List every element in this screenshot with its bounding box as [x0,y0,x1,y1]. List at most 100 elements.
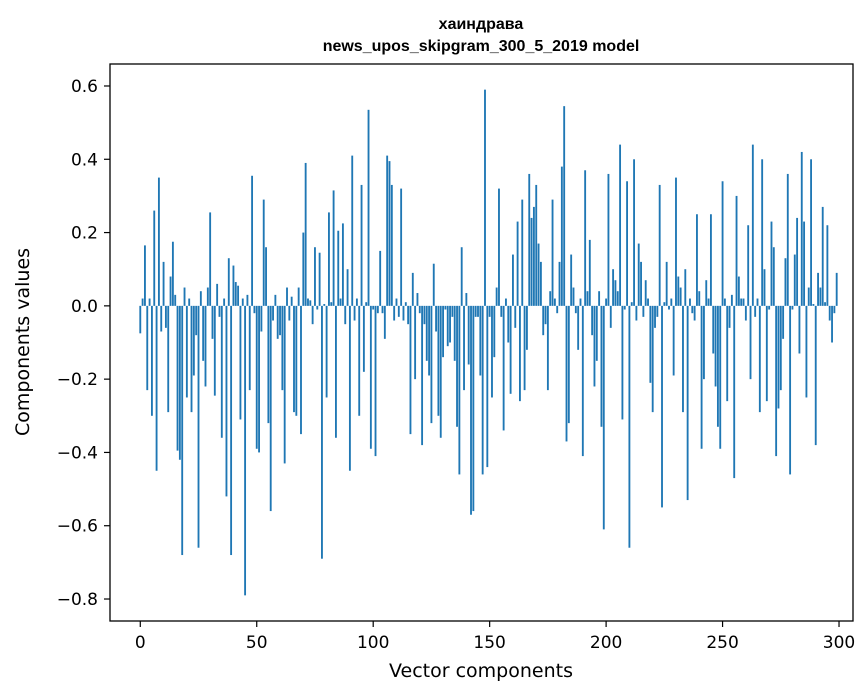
bar-189 [579,298,582,306]
bar-153 [495,287,498,306]
bar-191 [584,170,587,306]
bar-107 [388,161,391,306]
bar-270 [768,305,771,310]
bar-298 [833,305,836,314]
bar-264 [754,305,757,317]
bar-series [139,89,838,596]
bar-217 [644,280,647,306]
bar-202 [609,305,612,328]
bar-157 [505,298,507,306]
bar-214 [637,243,640,306]
bar-2 [144,245,146,306]
bar-254 [730,294,733,306]
bar-115 [407,305,410,325]
bar-271 [770,221,773,306]
bar-288 [810,159,812,306]
x-tick-label: 250 [706,633,738,653]
bar-94 [358,305,361,416]
bar-260 [744,305,747,321]
bar-224 [661,305,663,508]
bar-246 [712,305,715,354]
chart-title-line2: news_upos_skipgram_300_5_2019 model [323,38,640,55]
bar-12 [167,305,170,413]
bar-203 [612,269,615,306]
bar-243 [705,280,708,306]
bar-210 [628,305,631,548]
bar-121 [421,305,424,446]
bar-140 [465,293,468,306]
bar-296 [828,305,831,321]
bar-182 [563,106,566,306]
bar-18 [181,305,184,556]
bar-7 [155,305,158,471]
bar-223 [658,184,661,306]
bar-113 [402,305,405,321]
bar-262 [749,305,752,380]
bar-199 [602,305,605,530]
bar-241 [700,305,703,449]
bar-137 [458,305,461,475]
bar-252 [726,305,729,402]
bar-123 [425,305,428,361]
bar-42 [237,285,240,306]
bar-253 [728,305,731,328]
bar-20 [185,305,188,398]
bar-287 [807,287,810,306]
bar-168 [530,217,533,306]
bar-45 [244,305,247,596]
bar-109 [393,305,396,321]
bar-138 [460,247,463,306]
bar-65 [290,296,293,306]
bar-197 [598,291,601,306]
bar-293 [821,206,824,306]
bar-53 [262,199,265,306]
bar-71 [304,162,307,306]
bar-88 [344,305,347,325]
bar-132 [446,305,449,347]
bar-159 [509,305,512,394]
bar-282 [796,217,799,306]
x-tick-label: 0 [135,633,146,653]
bar-125 [430,305,433,424]
bar-158 [507,305,510,343]
bar-190 [581,305,584,457]
bar-89 [346,269,349,306]
bar-180 [558,261,561,306]
bar-22 [190,305,193,413]
bar-266 [758,305,761,413]
bar-172 [539,261,542,306]
bar-205 [616,291,619,306]
bar-77 [318,252,321,306]
bar-26 [199,291,202,306]
bar-261 [747,225,750,306]
bar-196 [595,305,598,361]
y-tick-label: 0.6 [71,77,98,97]
y-tick-label: −0.6 [57,517,98,537]
bar-155 [500,305,503,317]
bar-277 [784,258,787,306]
bar-33 [216,283,219,306]
bar-59 [276,305,279,339]
bar-124 [428,305,431,376]
bar-259 [742,298,745,306]
bar-237 [691,305,694,314]
bar-79 [323,304,326,306]
bar-192 [586,291,589,306]
bar-5 [150,305,153,416]
bar-165 [523,305,526,391]
bar-209 [626,181,628,306]
bar-263 [751,144,754,306]
bar-167 [528,173,531,306]
bar-255 [733,305,736,479]
bar-149 [486,305,489,468]
bar-117 [411,272,414,306]
bar-221 [654,305,656,328]
bar-80 [325,305,328,398]
bar-247 [714,305,717,387]
bar-251 [723,298,726,306]
bar-64 [288,305,291,321]
bar-25 [197,305,200,548]
bar-131 [444,305,447,310]
bar-186 [572,287,575,306]
